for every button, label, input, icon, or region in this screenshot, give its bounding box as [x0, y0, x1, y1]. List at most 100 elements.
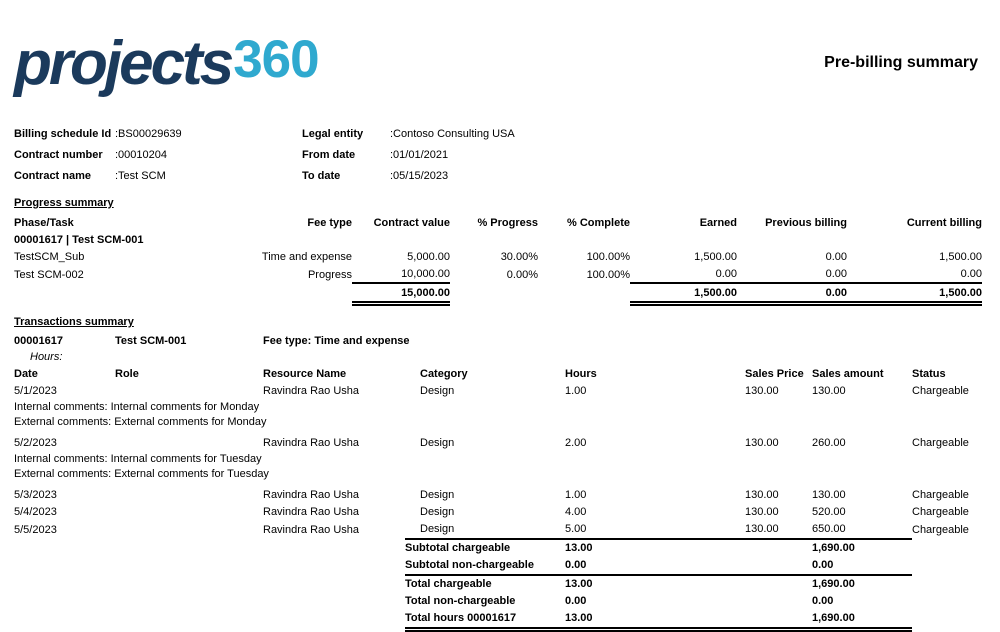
cell-sales-amount: 520.00: [812, 506, 846, 518]
col-header-sales-price: Sales Price: [745, 368, 804, 380]
col-header-status: Status: [912, 368, 946, 380]
table-row: TestSCM_Sub Time and expense 5,000.00 30…: [14, 248, 982, 265]
col-header-phase-task: Phase/Task: [14, 217, 74, 229]
cell-earned: 1,500.00: [694, 251, 737, 263]
summary-label: Total chargeable: [405, 578, 492, 590]
field-label: Billing schedule Id: [14, 128, 112, 140]
table-row: 5/2/2023 Ravindra Rao Usha Design 2.00 1…: [14, 435, 982, 452]
cell-hours: 1.00: [565, 489, 587, 501]
col-header-pct-complete: % Complete: [567, 217, 630, 229]
cell-empty: [245, 283, 352, 304]
table-row: 5/3/2023 Ravindra Rao Usha Design 1.00 1…: [14, 487, 982, 504]
report-meta-fields: Billing schedule Id :BS00029639 Legal en…: [14, 124, 982, 187]
col-header-fee-type: Fee type: [307, 217, 352, 229]
page-title: Pre-billing summary: [824, 54, 978, 71]
summary-row: Total chargeable 13.00 1,690.00: [14, 575, 982, 593]
summary-amount: 1,690.00: [812, 578, 855, 590]
logo-360-suffix: 360: [233, 30, 319, 89]
field-value: :05/15/2023: [390, 170, 449, 182]
cell-empty: [538, 283, 630, 304]
summary-label: Total hours 00001617: [405, 610, 565, 632]
field-value: :Test SCM: [115, 170, 166, 182]
progress-summary-table: Phase/Task Fee type Contract value % Pro…: [14, 214, 982, 306]
summary-hours: 13.00: [565, 610, 745, 632]
cell-empty: [14, 575, 405, 593]
status-badge: Chargeable: [912, 506, 969, 518]
cell-previous-billing: 0.00: [825, 251, 847, 263]
summary-row: Total non-chargeable 0.00 0.00: [14, 593, 982, 610]
field-label: Contract number: [14, 149, 103, 161]
cell-category: Design: [405, 521, 565, 540]
cell-category: Design: [420, 506, 455, 518]
col-header-previous-billing: Previous billing: [765, 217, 847, 229]
table-row: Test SCM-002 Progress 10,000.00 0.00% 10…: [14, 265, 982, 284]
external-comments-text: External comments: External comments for…: [14, 416, 267, 428]
cell-contract-value: 5,000.00: [407, 251, 450, 263]
internal-comments-row: Internal comments: Internal comments for…: [14, 452, 982, 467]
cell-pct-complete: 100.00%: [586, 251, 630, 263]
cell-sales-price: 130.00: [745, 521, 812, 540]
field-value: :Contoso Consulting USA: [390, 128, 515, 140]
cell-resource: Ravindra Rao Usha: [263, 506, 359, 518]
internal-comments-text: Internal comments: Internal comments for…: [14, 401, 260, 413]
cell-resource: Ravindra Rao Usha: [263, 524, 359, 536]
cell-empty: [912, 557, 982, 575]
progress-summary-heading: Progress summary: [14, 197, 114, 209]
total-previous-billing: 0.00: [737, 283, 847, 306]
progress-group-row: 00001617 | Test SCM-001: [14, 231, 982, 248]
total-current-billing: 1,500.00: [847, 283, 982, 306]
summary-amount: 1,690.00: [812, 610, 912, 632]
cell-resource: Ravindra Rao Usha: [263, 437, 359, 449]
summary-hours: 13.00: [565, 578, 593, 590]
summary-hours: 13.00: [565, 542, 593, 554]
transactions-group-row: 00001617 Test SCM-001 Fee type: Time and…: [14, 333, 982, 349]
cell-category: Design: [420, 437, 455, 449]
col-header-earned: Earned: [699, 217, 737, 229]
cell-role: [115, 504, 263, 521]
cell-empty: [912, 575, 982, 593]
internal-comments-text: Internal comments: Internal comments for…: [14, 453, 262, 465]
transactions-header-row: Date Role Resource Name Category Hours S…: [14, 366, 982, 383]
col-header-contract-value: Contract value: [373, 217, 450, 229]
cell-empty: [14, 593, 405, 610]
cell-role: [115, 383, 263, 400]
cell-date: 5/1/2023: [14, 385, 57, 397]
cell-phase: TestSCM_Sub: [14, 251, 85, 263]
cell-hours: 5.00: [565, 521, 745, 540]
cell-date: 5/2/2023: [14, 437, 57, 449]
status-badge: Chargeable: [912, 524, 969, 536]
field-value: :00010204: [115, 149, 167, 161]
field-value: :01/01/2021: [390, 149, 449, 161]
summary-hours: 0.00: [565, 595, 587, 607]
field-value: :BS00029639: [115, 128, 182, 140]
cell-pct-progress: 0.00%: [506, 269, 538, 281]
group-fee-type: Fee type: Time and expense: [263, 335, 410, 347]
cell-earned: 0.00: [630, 265, 737, 284]
summary-row: Subtotal chargeable 13.00 1,690.00: [14, 539, 982, 557]
cell-empty: [912, 610, 982, 630]
table-row: 5/1/2023 Ravindra Rao Usha Design 1.00 1…: [14, 383, 982, 400]
report-header: projects360 Pre-billing summary: [14, 0, 982, 100]
col-header-date: Date: [14, 368, 38, 380]
col-header-sales-amount: Sales amount: [812, 368, 884, 380]
external-comments-row: External comments: External comments for…: [14, 415, 982, 435]
projects360-logo: projects360: [14, 22, 982, 102]
summary-row: Subtotal non-chargeable 0.00 0.00: [14, 557, 982, 576]
summary-amount: 0.00: [812, 595, 834, 607]
cell-sales-amount: 260.00: [812, 437, 846, 449]
cell-empty: [745, 593, 812, 610]
status-badge: Chargeable: [912, 385, 969, 397]
progress-header-row: Phase/Task Fee type Contract value % Pro…: [14, 214, 982, 231]
cell-empty: [745, 557, 812, 576]
field-label: From date: [302, 149, 356, 161]
field-label: To date: [302, 170, 341, 182]
total-contract-value: 15,000.00: [352, 283, 450, 306]
cell-empty: [912, 593, 982, 610]
summary-label: Subtotal chargeable: [405, 542, 511, 554]
cell-empty: [14, 539, 405, 557]
cell-previous-billing: 0.00: [737, 265, 847, 284]
col-header-resource-name: Resource Name: [263, 368, 347, 380]
cell-sales-price: 130.00: [745, 489, 779, 501]
cell-date: 5/4/2023: [14, 506, 57, 518]
